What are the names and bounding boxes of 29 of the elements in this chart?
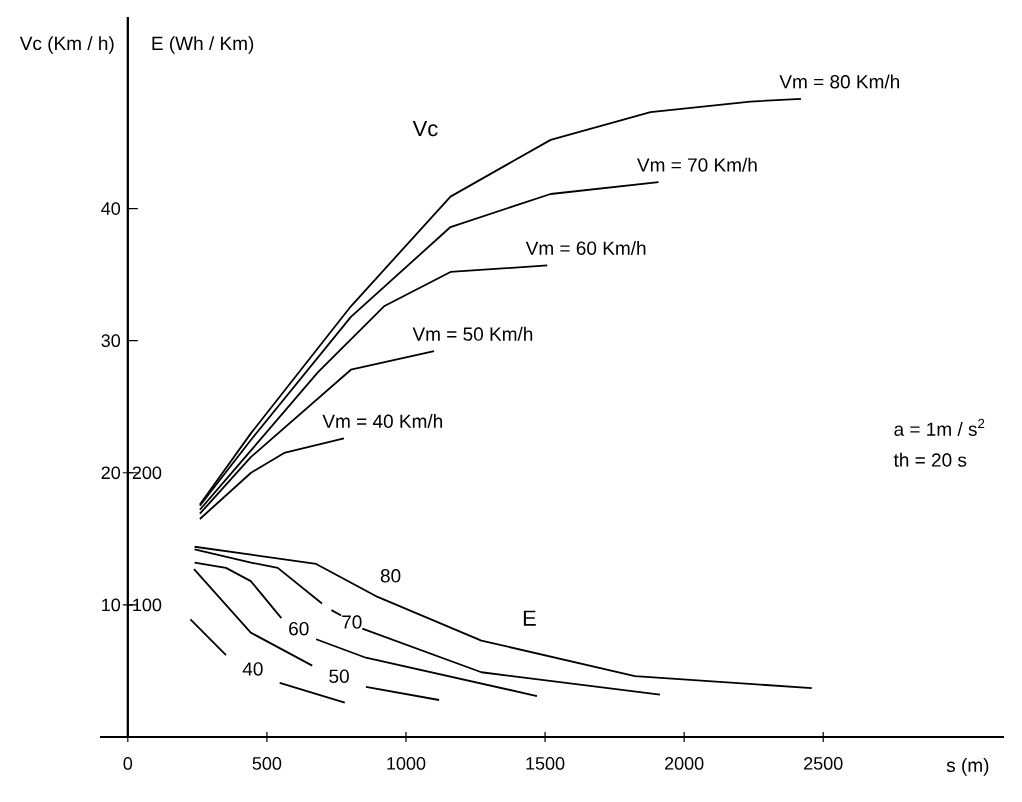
y-tick-label: 40 [101,202,121,215]
x-tick-label: 0 [123,757,133,770]
series-label: 80 [380,569,401,583]
series-label: Vm = 60 Km/h [525,241,646,255]
series-label: 60 [289,621,309,636]
x-tick-label: 2500 [804,757,843,770]
x-tick-label: 1500 [526,757,565,770]
annotation: a = 1m / s$^{2}$ [894,418,985,436]
annotation: th = 20 s [893,452,967,467]
series-label: 70 [342,615,362,629]
y-tick-label: 10 [102,598,121,612]
annotation: E [523,610,536,626]
y-axis-title: Vc (Km / h) [19,36,114,54]
series-label: 50 [329,669,349,683]
series-label: Vm = 50 Km/h [412,326,533,341]
series-label: 40 [242,662,263,676]
x-axis-title: s (m) [946,758,989,776]
y2-axis-title: E (Wh / Km) [152,36,254,54]
series-label: Vm = 70 Km/h [637,157,757,172]
y2-tick-label: 200 [132,466,162,480]
series-label: Vm = 80 Km/h [779,74,900,89]
y2-tick-label: 100 [133,598,162,612]
annotation: Vc [412,120,438,137]
x-tick-label: 1000 [387,757,426,770]
x-tick-label: 500 [252,757,282,770]
x-tick-label: 2000 [665,757,704,770]
y-tick-label: 20 [101,466,121,480]
series-label: Vm = 40 Km/h [322,414,443,429]
y-tick-label: 30 [101,334,121,348]
